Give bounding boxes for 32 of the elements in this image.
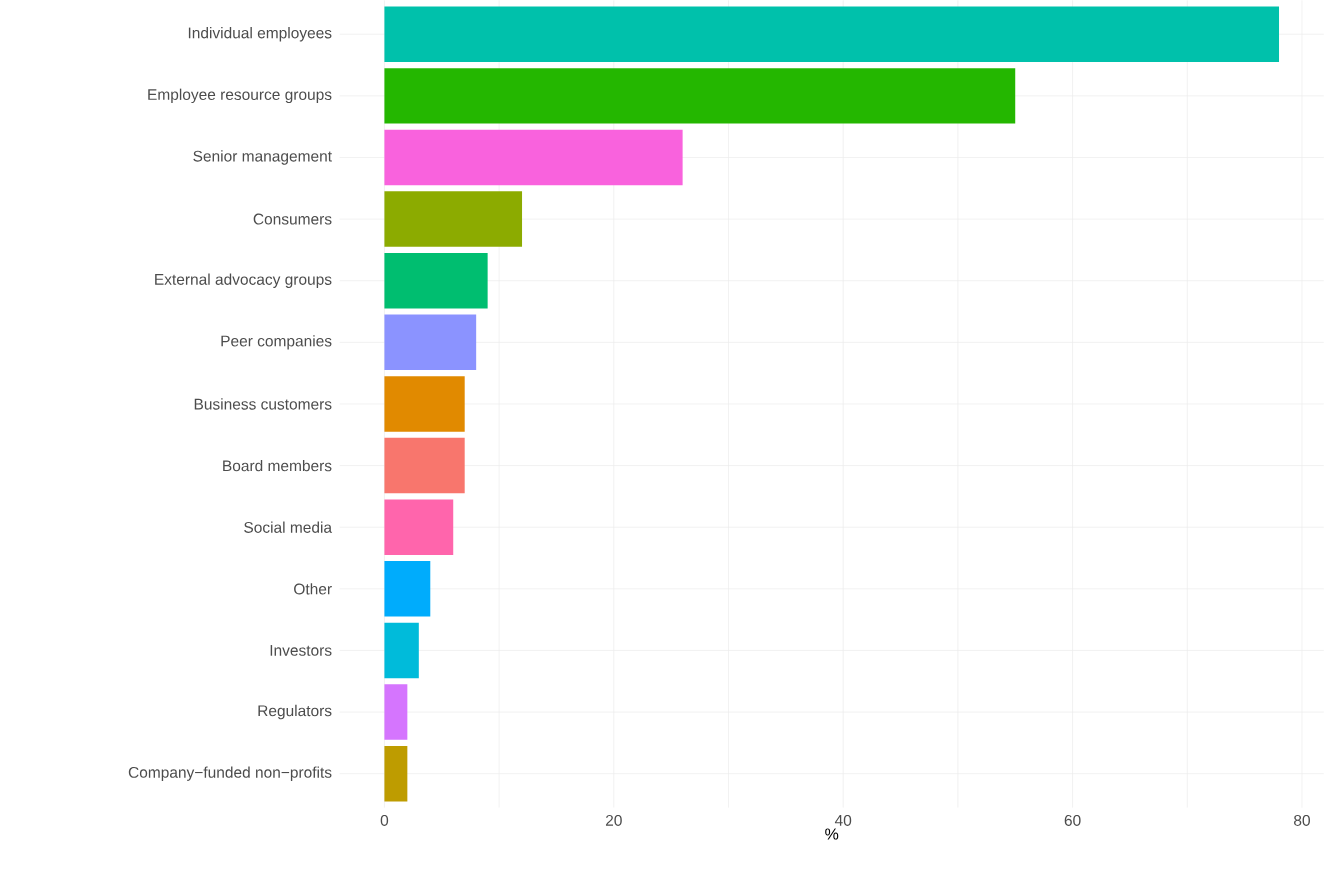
y-tick-label: Consumers — [253, 213, 332, 225]
x-tick-label: 0 — [380, 815, 389, 827]
y-tick-label: Social media — [244, 521, 333, 534]
bar — [384, 684, 408, 741]
bar — [384, 253, 488, 309]
bar — [384, 68, 1016, 124]
y-tick-label: Peer companies — [221, 335, 332, 350]
x-tick-label: 80 — [1294, 815, 1310, 827]
x-tick-label: 20 — [605, 815, 622, 827]
bar — [384, 746, 408, 802]
bar — [384, 129, 683, 186]
bar — [384, 191, 523, 248]
y-tick-label: Company−funded non−profits — [128, 766, 332, 782]
x-tick-label: 60 — [1064, 815, 1081, 827]
y-tick-label: Individual employees — [188, 27, 332, 42]
bar — [384, 438, 465, 494]
y-tick-label: Senior management — [193, 150, 332, 165]
y-tick-label: External advocacy groups — [155, 273, 332, 289]
bar — [384, 6, 1280, 63]
x-tick-label: 40 — [834, 815, 852, 827]
y-tick-label: Other — [294, 583, 332, 595]
x-axis-title: % — [825, 828, 839, 840]
y-tick-label: Board members — [223, 460, 332, 472]
bar — [384, 561, 431, 617]
y-tick-label: Regulators — [258, 705, 332, 720]
y-tick-label: Investors — [270, 645, 332, 657]
bar — [384, 622, 419, 679]
bar — [384, 376, 465, 432]
bar — [384, 499, 454, 556]
y-tick-label: Employee resource groups — [148, 88, 332, 104]
y-tick-label: Business customers — [194, 398, 332, 410]
bar — [384, 314, 477, 371]
